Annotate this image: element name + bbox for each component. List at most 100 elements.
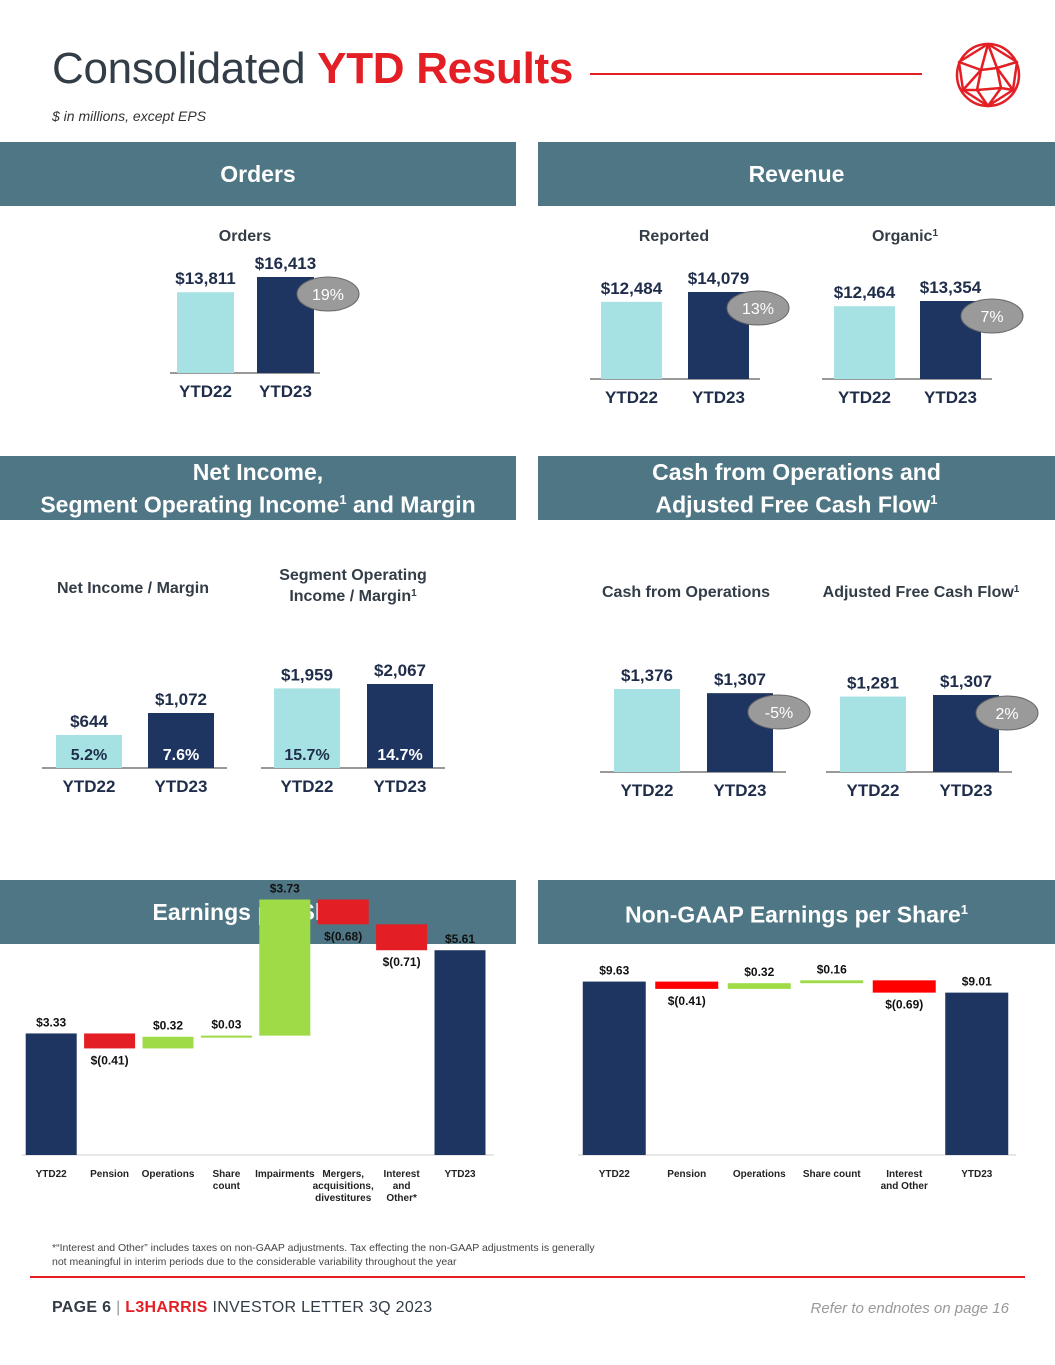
organic-revenue-value-label: $13,354: [920, 278, 982, 297]
net-income-section-header: Net Income, Segment Operating Income1 and…: [0, 456, 516, 520]
nongaap-eps-bar: [727, 983, 791, 989]
eps-bar: [434, 950, 486, 1155]
segment-operating-income-value-label: $2,067: [374, 661, 426, 680]
cash-from-operations-change-pill: [747, 694, 811, 730]
segment-operating-income-value-label: $1,959: [281, 665, 333, 684]
eps-category-label: Impairments: [255, 1169, 315, 1180]
nongaap-eps-value-label: $9.63: [599, 964, 629, 978]
charts-canvas: Orders $13,811 YTD22 $16,413 YTD23 19% Reporte…: [22, 228, 1039, 1204]
orders-value-label: $16,413: [255, 254, 316, 273]
orders-section-header: Orders: [0, 142, 516, 206]
cash-from-operations-change-label: -5%: [765, 705, 793, 722]
nongaap-eps-bar: [582, 981, 646, 1155]
revenue-section-header: Revenue: [538, 142, 1055, 206]
eps-category-label: acquisitions,: [313, 1181, 374, 1192]
segment-operating-income-margin-label: 14.7%: [377, 747, 422, 764]
nongaap-eps-bar: [655, 981, 719, 989]
organic-revenue-title: Organic1: [872, 228, 938, 246]
adjusted-free-cash-flow-value-label: $1,281: [847, 674, 899, 693]
net-income-value-label: $1,072: [155, 690, 207, 709]
adjusted-free-cash-flow-change-label: 2%: [995, 706, 1018, 723]
organic-revenue-change-label: 7%: [980, 309, 1003, 326]
reported-revenue-change-pill: [726, 290, 790, 326]
segment-operating-income-bar-ytd23: [367, 684, 433, 768]
adjusted-free-cash-flow-category-label: YTD23: [940, 781, 993, 800]
page-subtitle: $ in millions, except EPS: [52, 108, 207, 124]
l3harris-logo-icon: [955, 42, 1021, 108]
cash-from-operations-category-label: YTD22: [621, 781, 674, 800]
eps-bar: [259, 899, 311, 1036]
nongaap-eps-category-label: Pension: [667, 1169, 706, 1180]
nongaap-eps-bar: [800, 980, 864, 984]
adjusted-free-cash-flow-change-pill: [975, 695, 1039, 731]
orders-change-label: 19%: [312, 287, 344, 304]
eps-bar: [25, 1033, 77, 1155]
eps-category-label: Other*: [386, 1193, 417, 1204]
net-income-value-label: $644: [70, 712, 108, 731]
reported-revenue-category-label: YTD22: [605, 388, 658, 407]
eps-value-label: $(0.71): [383, 955, 421, 969]
net-income-category-label: YTD23: [155, 777, 208, 796]
eps-category-label: Pension: [90, 1169, 129, 1180]
eps-category-label: Mergers,: [322, 1169, 364, 1180]
eps-bar: [200, 1035, 252, 1038]
adjusted-free-cash-flow-value-label: $1,307: [940, 672, 992, 691]
nongaap-eps-category-label: Interest: [886, 1169, 923, 1180]
cash-from-operations-title: Cash from Operations: [602, 584, 770, 601]
cash-from-operations-value-label: $1,376: [621, 666, 673, 685]
segment-operating-income-title: Income / Margin1: [289, 588, 417, 606]
organic-revenue-change-pill: [960, 298, 1024, 334]
nongaap-eps-bar: [945, 992, 1009, 1155]
reported-revenue-title: Reported: [639, 228, 709, 245]
eps-value-label: $(0.41): [91, 1053, 129, 1067]
nongaap-eps-category-label: Operations: [733, 1169, 786, 1180]
nongaap-eps-value-label: $(0.41): [668, 994, 706, 1008]
net-income-category-label: YTD22: [63, 777, 116, 796]
orders-category-label: YTD22: [179, 382, 232, 401]
organic-revenue-bar-ytd22: [834, 306, 895, 379]
eps-category-label: YTD23: [444, 1169, 476, 1180]
eps-category-label: and: [393, 1181, 411, 1192]
nongaap-eps-section-header: Non-GAAP Earnings per Share1: [538, 880, 1055, 944]
title-rule: [590, 73, 922, 75]
adjusted-free-cash-flow-category-label: YTD22: [847, 781, 900, 800]
reported-revenue-value-label: $14,079: [688, 269, 749, 288]
footnote: *“Interest and Other” includes taxes on …: [52, 1242, 595, 1268]
nongaap-eps-category-label: and Other: [881, 1181, 928, 1192]
organic-revenue-value-label: $12,464: [834, 283, 896, 302]
cash-from-operations-value-label: $1,307: [714, 670, 766, 689]
orders-change-pill: [296, 276, 360, 312]
eps-category-label: Interest: [384, 1169, 421, 1180]
reported-revenue-value-label: $12,484: [601, 279, 663, 298]
reported-revenue-change-label: 13%: [742, 301, 774, 318]
eps-bar: [84, 1033, 136, 1049]
page-title: Consolidated YTD Results: [52, 44, 574, 93]
orders-value-label: $13,811: [175, 269, 236, 288]
organic-revenue-category-label: YTD23: [924, 388, 977, 407]
cash-from-operations-bar-ytd22: [614, 689, 680, 772]
eps-value-label: $0.32: [153, 1019, 183, 1033]
eps-bar: [317, 899, 369, 925]
nongaap-eps-value-label: $(0.69): [885, 998, 923, 1012]
orders-bar-ytd22: [177, 292, 234, 373]
eps-value-label: $3.73: [270, 882, 300, 896]
nongaap-eps-value-label: $0.16: [817, 962, 847, 976]
eps-bar: [142, 1036, 194, 1049]
nongaap-eps-bar: [872, 980, 936, 993]
net-income-bar-ytd23: [148, 713, 214, 768]
cash-from-operations-category-label: YTD23: [714, 781, 767, 800]
nongaap-eps-category-label: Share count: [803, 1169, 861, 1180]
nongaap-eps-value-label: $9.01: [962, 975, 992, 989]
eps-category-label: YTD22: [36, 1169, 68, 1180]
eps-value-label: $(0.68): [324, 929, 362, 943]
footer-endnote-ref: Refer to endnotes on page 16: [810, 1300, 1010, 1317]
nongaap-eps-value-label: $0.32: [744, 965, 774, 979]
segment-operating-income-category-label: YTD23: [374, 777, 427, 796]
eps-bar: [376, 924, 428, 951]
nongaap-eps-category-label: YTD22: [599, 1169, 631, 1180]
eps-category-label: divestitures: [315, 1193, 372, 1204]
segment-operating-income-bar-ytd22: [274, 688, 340, 768]
reported-revenue-bar-ytd22: [601, 301, 662, 379]
segment-operating-income-margin-label: 15.7%: [284, 747, 329, 764]
eps-category-label: Operations: [142, 1169, 195, 1180]
